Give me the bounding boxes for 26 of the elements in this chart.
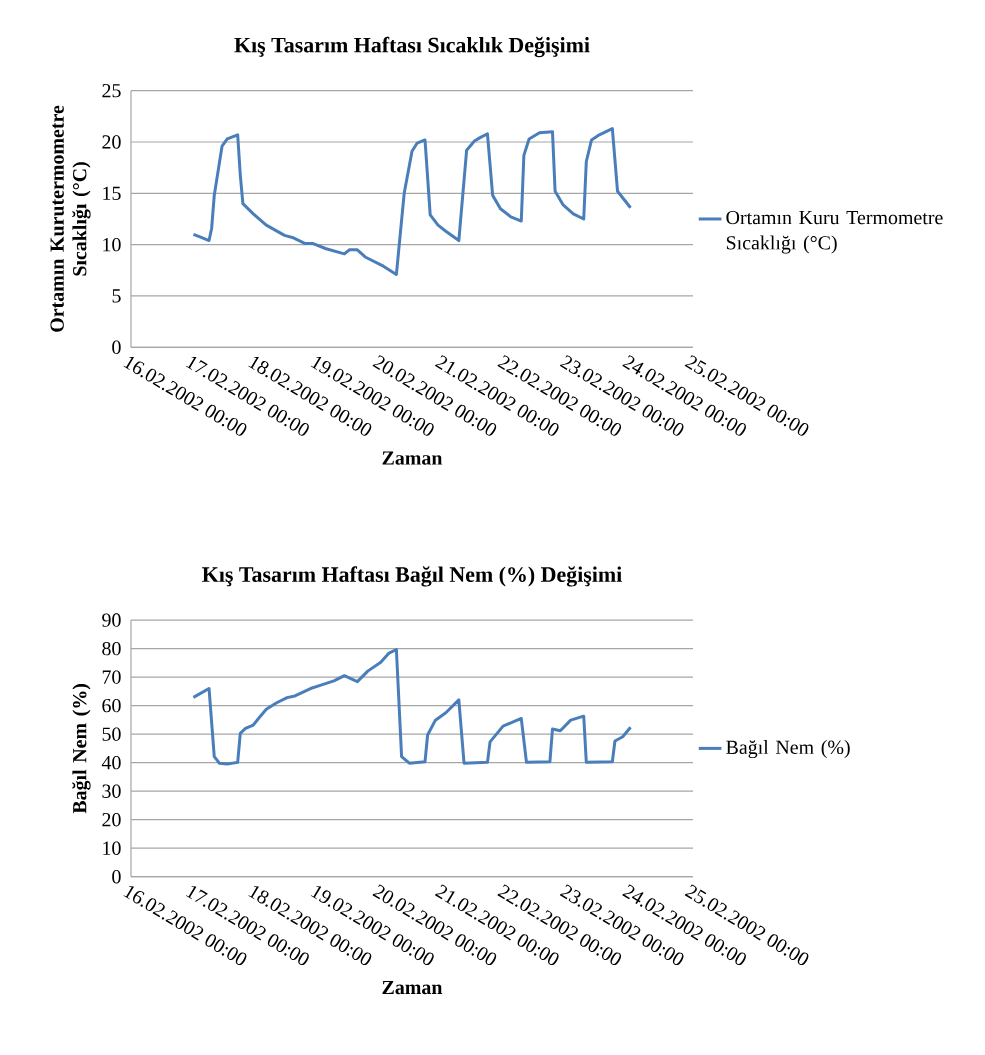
legend-label: Ortamın Kuru Termometre Sıcaklığı (°C): [726, 210, 943, 254]
y-tick-label: 30: [102, 784, 121, 798]
y-tick-label: 80: [102, 641, 121, 656]
y-tick-label: 10: [103, 841, 121, 855]
y-tick-label: 20: [102, 812, 121, 827]
y-tick-label: 20: [102, 135, 121, 149]
line-series: [191, 127, 633, 276]
y-axis-title: Ortamın Kurutermometre Sıcaklığı (°C): [50, 105, 91, 332]
x-axis-title: Zaman: [382, 451, 443, 465]
y-axis-title: Bağıl Nem (%): [72, 683, 91, 814]
y-tick-label: 0: [112, 340, 121, 354]
legend-label: Bağıl Nem (%): [726, 740, 850, 759]
chart-title: Kış Tasarım Haftası Bağıl Nem (%) Değişimi: [202, 566, 622, 587]
line-series: [191, 647, 633, 766]
y-tick-label: 60: [102, 698, 121, 713]
y-tick-label: 0: [112, 869, 121, 884]
x-axis-title: Zaman: [382, 980, 443, 995]
y-tick-label: 10: [103, 237, 121, 252]
y-tick-label: 50: [102, 727, 121, 741]
y-tick-label: 15: [103, 186, 121, 200]
y-tick-label: 40: [101, 755, 121, 770]
chart-title: Kış Tasarım Haftası Sıcaklık Değişimi: [234, 36, 590, 58]
y-tick-label: 90: [102, 613, 121, 627]
y-tick-label: 25: [102, 84, 121, 98]
y-tick-label: 70: [102, 670, 121, 684]
y-tick-label: 5: [112, 289, 121, 303]
